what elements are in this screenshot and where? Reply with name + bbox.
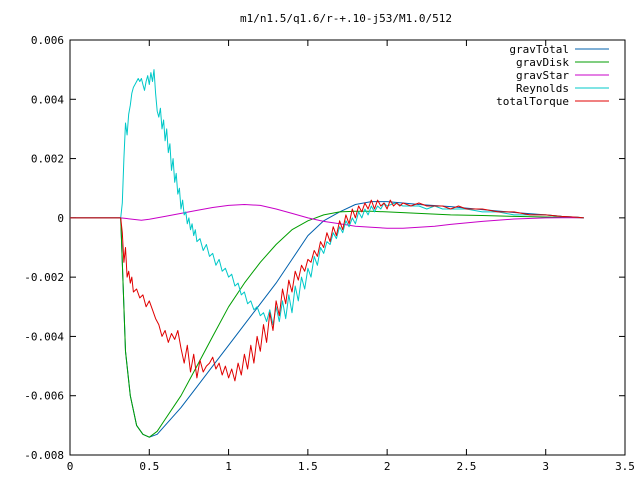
y-tick-label: 0	[57, 212, 64, 225]
x-tick-label: 3.5	[615, 460, 635, 473]
x-tick-label: 0	[67, 460, 74, 473]
y-tick-label: -0.008	[24, 449, 64, 462]
series-line-reynolds	[70, 69, 584, 326]
y-tick-label: 0.006	[31, 34, 64, 47]
y-tick-label: -0.004	[24, 330, 64, 343]
y-tick-label: 0.002	[31, 153, 64, 166]
x-tick-label: 2	[384, 460, 391, 473]
legend-label-gravtotal: gravTotal	[509, 43, 569, 56]
legend-label-totaltorque: totalTorque	[496, 95, 569, 108]
series-line-gravtotal	[70, 201, 584, 438]
legend: gravTotalgravDiskgravStarReynoldstotalTo…	[496, 43, 609, 108]
y-tick-label: -0.006	[24, 390, 64, 403]
axes: 0 0.5 1 1.5 2 2.5 3 3.5 -0.008 -0.006 -0.004 -0.002…	[24, 34, 635, 473]
x-tick-label: 2.5	[456, 460, 476, 473]
legend-label-reynolds: Reynolds	[516, 82, 569, 95]
series-line-gravstar	[70, 204, 584, 229]
x-tick-label: 1	[225, 460, 232, 473]
chart-title: m1/n1.5/q1.6/r-+.10-j53/M1.0/512	[240, 12, 452, 25]
series-line-totaltorque	[70, 199, 584, 382]
plot-frame	[69, 39, 626, 456]
series-line-gravdisk	[70, 210, 584, 438]
y-tick-label: -0.002	[24, 271, 64, 284]
y-tick-label: 0.004	[31, 93, 64, 106]
legend-label-gravstar: gravStar	[516, 69, 569, 82]
x-tick-label: 3	[542, 460, 549, 473]
legend-label-gravdisk: gravDisk	[516, 56, 569, 69]
x-tick-label: 0.5	[139, 460, 159, 473]
x-tick-label: 1.5	[298, 460, 318, 473]
series-layer	[70, 69, 584, 438]
